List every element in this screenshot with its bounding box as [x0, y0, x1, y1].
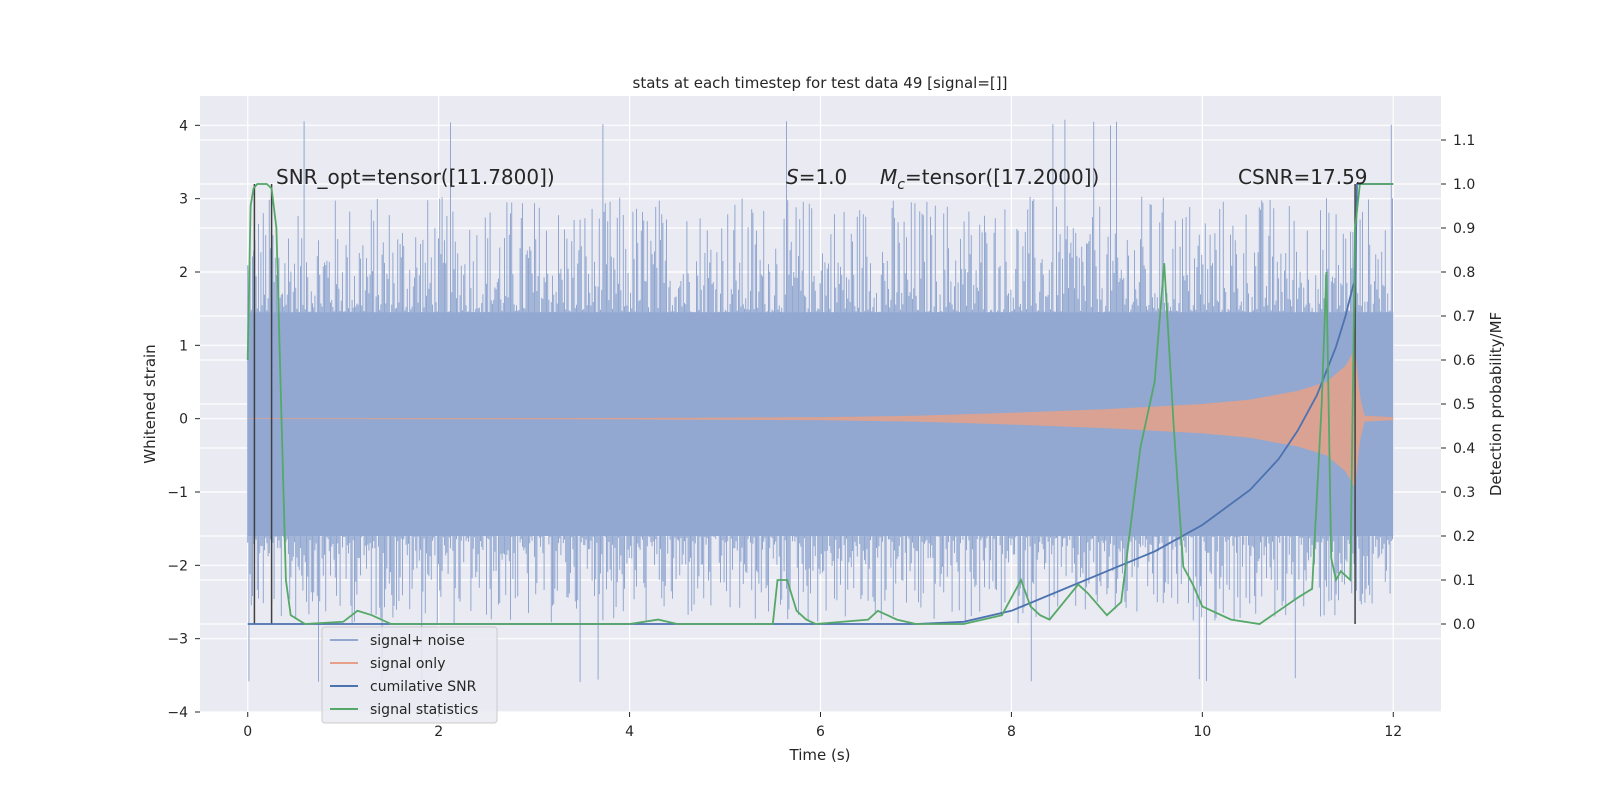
y2-axis-label: Detection probability/MF — [1487, 312, 1505, 496]
csnr-annotation: CSNR=17.59 — [1238, 165, 1368, 189]
mc-subscript: c — [897, 177, 905, 193]
legend-label-signal-statistics: signal statistics — [370, 702, 478, 718]
y2-tick-label: 0.6 — [1453, 353, 1475, 369]
mc-value: =tensor([17.2000]) — [905, 165, 1099, 189]
y-tick-label: −4 — [167, 705, 188, 721]
legend: signal+ noise signal only cumilative SNR… — [321, 626, 498, 724]
cumulative-snr-line — [247, 183, 1394, 625]
x-tick-label: 6 — [816, 724, 825, 740]
signal-statistics-line — [246, 183, 1394, 625]
x-axis-ticks: 0 2 4 6 8 10 12 — [243, 712, 1402, 740]
y-tick-label: −2 — [167, 558, 188, 574]
y-tick-label: 2 — [179, 265, 188, 281]
y2-tick-label: 0.8 — [1453, 265, 1475, 281]
y2-tick-label: 0.9 — [1453, 221, 1475, 237]
chart-title: stats at each timestep for test data 49 … — [633, 74, 1008, 92]
s-annotation: S=1.0 — [786, 165, 847, 189]
y-tick-label: −3 — [167, 632, 188, 648]
y2-tick-label: 0.7 — [1453, 309, 1475, 325]
x-axis-label: Time (s) — [789, 746, 851, 764]
x-tick-label: 10 — [1193, 724, 1211, 740]
legend-label-signal-noise: signal+ noise — [370, 633, 465, 649]
mc-symbol: M — [880, 165, 897, 189]
y2-tick-label: 0.2 — [1453, 529, 1475, 545]
y2-axis-ticks: 1.1 1.0 0.9 0.8 0.7 0.6 0.5 0.4 0.3 0.2 0.1 0.0 — [1441, 133, 1475, 633]
y2-tick-label: 0.1 — [1453, 573, 1475, 589]
y-tick-label: 0 — [179, 412, 188, 428]
x-tick-label: 8 — [1007, 724, 1016, 740]
s-value: =1.0 — [799, 165, 848, 189]
cumulative-snr-series — [247, 183, 1394, 625]
x-tick-label: 4 — [625, 724, 634, 740]
x-tick-label: 0 — [243, 724, 252, 740]
y-tick-label: 1 — [179, 338, 188, 354]
signal-only-series — [247, 349, 1394, 489]
signal-only-envelope — [247, 349, 1394, 489]
s-symbol: S — [786, 165, 799, 189]
x-tick-label: 2 — [434, 724, 443, 740]
snr-opt-annotation: SNR_opt=tensor([11.7800]) — [276, 165, 555, 189]
y2-tick-label: 0.4 — [1453, 441, 1475, 457]
signal-statistics-series — [246, 183, 1394, 625]
y-tick-label: −1 — [167, 485, 188, 501]
mc-annotation: Mc=tensor([17.2000]) — [880, 165, 1099, 193]
y2-tick-label: 0.5 — [1453, 397, 1475, 413]
y2-tick-label: 0.3 — [1453, 485, 1475, 501]
y-axis-label: Whitened strain — [141, 344, 159, 463]
y2-tick-label: 0.0 — [1453, 617, 1475, 633]
legend-label-cumulative-snr: cumilative SNR — [370, 679, 477, 695]
y2-tick-label: 1.0 — [1453, 177, 1475, 193]
y-tick-label: 4 — [179, 118, 188, 134]
x-tick-label: 12 — [1384, 724, 1402, 740]
y2-tick-label: 1.1 — [1453, 133, 1475, 149]
legend-box — [321, 626, 498, 724]
legend-label-signal-only: signal only — [370, 656, 445, 672]
y-tick-label: 3 — [179, 192, 188, 208]
y-axis-ticks: 4 3 2 1 0 −1 −2 −3 −4 — [167, 118, 200, 721]
